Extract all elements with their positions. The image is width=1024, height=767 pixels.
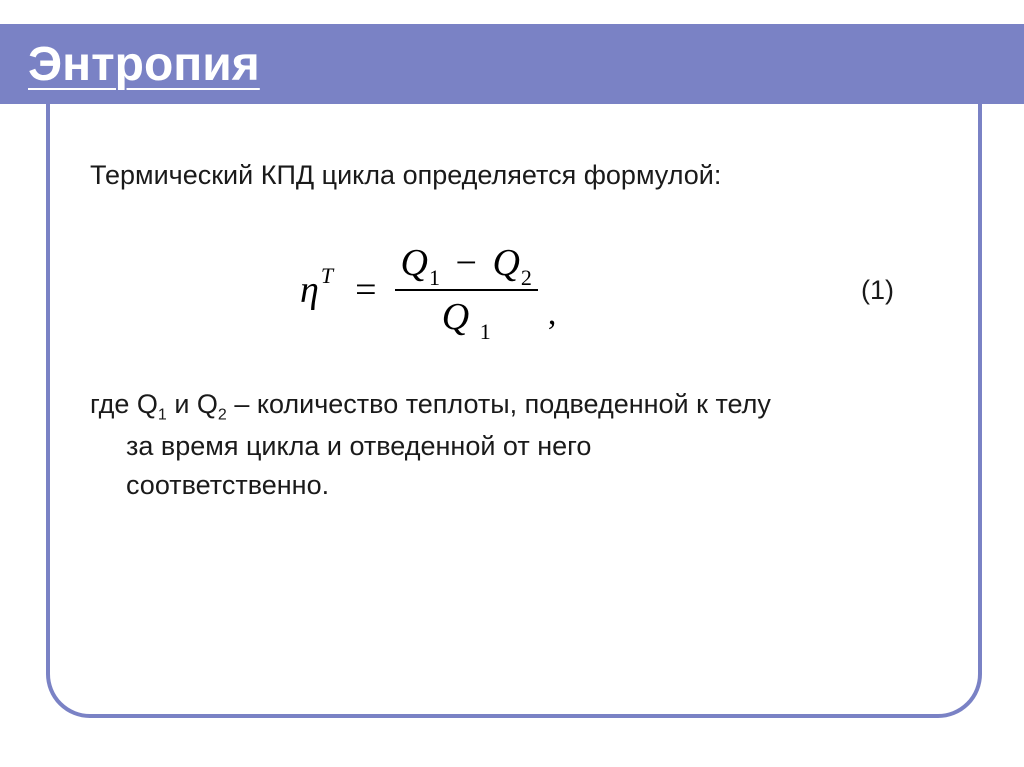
desc-1c: – количество теплоты, подведенной к телу [227, 389, 771, 419]
desc-line3: соответственно. [90, 466, 950, 505]
q-denom-sub: 1 [480, 319, 491, 344]
q2-sub: 2 [521, 265, 532, 290]
equals-sign: = [355, 268, 376, 312]
description-text: где Q1 и Q2 – количество теплоты, подвед… [90, 385, 950, 505]
desc-1b: и Q [167, 389, 218, 419]
numerator: Q1 − Q2 [395, 241, 538, 285]
desc-sub1: 1 [158, 406, 167, 423]
superscript-t: T [321, 263, 333, 289]
fraction-line [395, 289, 538, 291]
fraction: Q1 − Q2 Q 1 [395, 241, 538, 339]
minus: − [456, 242, 477, 284]
formula-row: ηT = Q1 − Q2 Q 1 , (1) [90, 241, 950, 339]
q1: Q [401, 242, 428, 284]
q2: Q [492, 242, 519, 284]
eta-symbol: η [300, 268, 319, 312]
intro-text: Термический КПД цикла определяется форму… [90, 160, 950, 191]
efficiency-formula: ηT = Q1 − Q2 Q 1 , [300, 241, 556, 339]
trailing-comma: , [548, 295, 557, 333]
denominator: Q 1 [436, 295, 497, 339]
equation-number: (1) [861, 275, 894, 306]
desc-1a: где Q [90, 389, 158, 419]
content-area: Термический КПД цикла определяется форму… [90, 160, 950, 505]
desc-line2: за время цикла и отведенной от него [90, 427, 950, 466]
q-denom: Q [442, 296, 469, 338]
q1-sub: 1 [429, 265, 440, 290]
desc-sub2: 2 [218, 406, 227, 423]
